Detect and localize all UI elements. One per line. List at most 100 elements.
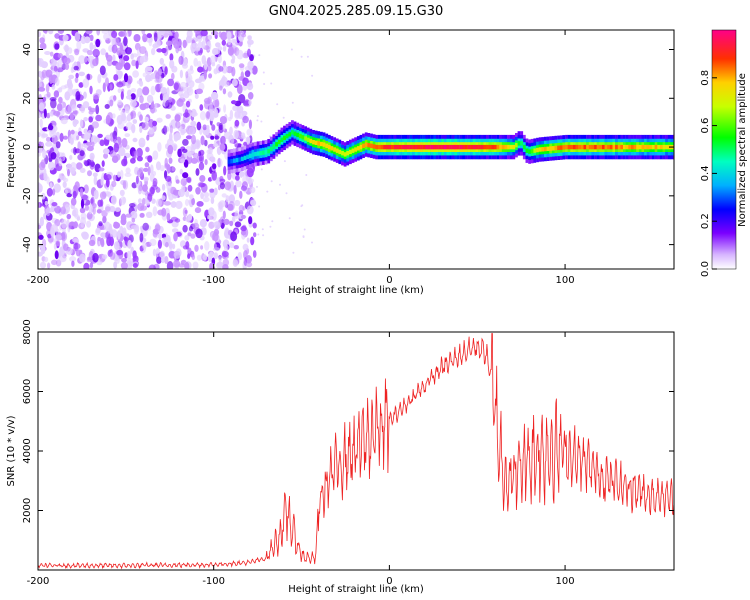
chart-title: GN04.2025.285.09.15.G30 — [269, 4, 444, 19]
y-tick-label: 4000 — [22, 438, 33, 463]
noise-speck — [38, 132, 41, 138]
noise-speck — [234, 210, 239, 220]
noise-speck — [179, 81, 187, 89]
noise-speck — [123, 36, 128, 47]
noise-speck — [116, 249, 123, 256]
noise-speck — [40, 245, 46, 255]
noise-speck — [67, 47, 73, 54]
noise-speck — [171, 37, 177, 46]
noise-speck — [54, 250, 59, 260]
noise-speck — [89, 42, 94, 51]
noise-speck — [200, 245, 204, 250]
ridge-cell — [391, 144, 394, 150]
noise-speck — [50, 58, 56, 64]
noise-speck — [187, 151, 192, 158]
colorbar-label: Normalized spectral amplitude — [737, 73, 748, 227]
noise-speck — [111, 30, 118, 39]
ridge-cell — [541, 147, 545, 152]
ridge-cell — [298, 133, 302, 139]
noise-speck — [187, 232, 192, 237]
ridge-cell — [383, 144, 387, 150]
noise-speck — [185, 71, 189, 79]
noise-speck — [165, 175, 172, 182]
noise-speck — [122, 180, 127, 189]
noise-speck — [133, 34, 141, 42]
noise-speck — [78, 82, 84, 88]
noise-speck — [130, 93, 136, 100]
noise-speck — [113, 222, 121, 229]
noise-speck — [79, 188, 84, 198]
ridge-cell — [359, 144, 363, 150]
noise-speck — [214, 221, 221, 230]
noise-speck — [168, 157, 173, 164]
noise-speck — [182, 207, 188, 217]
noise-speck — [170, 201, 177, 208]
noise-speck — [100, 232, 106, 238]
noise-speck — [102, 148, 110, 155]
noise-speck — [136, 80, 143, 85]
noise-speck — [262, 234, 265, 237]
noise-speck — [191, 134, 196, 145]
noise-speck — [89, 85, 93, 95]
ridge-cell — [330, 146, 334, 151]
ridge-cell — [538, 147, 542, 152]
ridge-cell — [317, 141, 321, 146]
noise-speck — [51, 84, 56, 90]
ridge-cell — [512, 144, 516, 150]
ridge-cell — [480, 144, 484, 150]
noise-speck — [79, 167, 86, 173]
noise-speck — [56, 103, 63, 112]
noise-speck — [225, 195, 230, 203]
noise-speck — [105, 204, 111, 214]
spectrogram-y-axis-label: Frequency (Hz) — [6, 112, 17, 188]
noise-speck — [218, 200, 226, 208]
noise-speck — [117, 99, 122, 106]
noise-speck — [96, 30, 101, 36]
noise-speck — [148, 118, 155, 128]
noise-speck — [216, 261, 224, 269]
noise-speck — [112, 54, 116, 63]
ridge-cell — [349, 149, 352, 155]
noise-speck — [95, 104, 100, 115]
noise-speck — [270, 180, 273, 183]
noise-speck — [148, 127, 155, 135]
noise-speck — [71, 260, 75, 267]
noise-speck — [121, 138, 128, 148]
noise-speck — [80, 104, 86, 114]
noise-speck — [65, 52, 69, 57]
noise-speck — [38, 146, 43, 154]
noise-speck — [175, 200, 183, 210]
ridge-cell — [404, 144, 408, 150]
ridge-cell — [504, 144, 508, 150]
noise-speck — [103, 33, 110, 41]
noise-speck — [199, 219, 207, 228]
noise-speck — [239, 190, 243, 199]
noise-speck — [228, 194, 235, 204]
noise-speck — [208, 147, 213, 155]
ridge-cell — [356, 146, 360, 151]
noise-speck — [246, 82, 254, 91]
x-tick-label: 0 — [386, 275, 392, 286]
noise-speck — [88, 129, 92, 135]
x-tick-label: 0 — [386, 576, 392, 587]
noise-speck — [132, 70, 140, 78]
ridge-cell — [623, 144, 626, 150]
ridge-cell — [659, 144, 663, 150]
ridge-cell — [296, 132, 300, 138]
noise-speck — [290, 48, 293, 51]
noise-speck — [80, 221, 85, 228]
noise-speck — [146, 134, 150, 141]
ridge-cell — [288, 132, 292, 137]
noise-speck — [99, 191, 107, 200]
ridge-cell — [417, 144, 421, 150]
ridge-cell — [573, 144, 576, 150]
noise-speck — [229, 126, 233, 136]
ridge-cell — [583, 144, 587, 150]
noise-speck — [200, 135, 205, 146]
noise-speck — [102, 215, 107, 224]
noise-speck — [175, 121, 181, 129]
noise-speck — [105, 134, 111, 140]
ridge-cell — [240, 156, 244, 162]
noise-speck — [83, 159, 88, 166]
noise-speck — [195, 187, 201, 195]
